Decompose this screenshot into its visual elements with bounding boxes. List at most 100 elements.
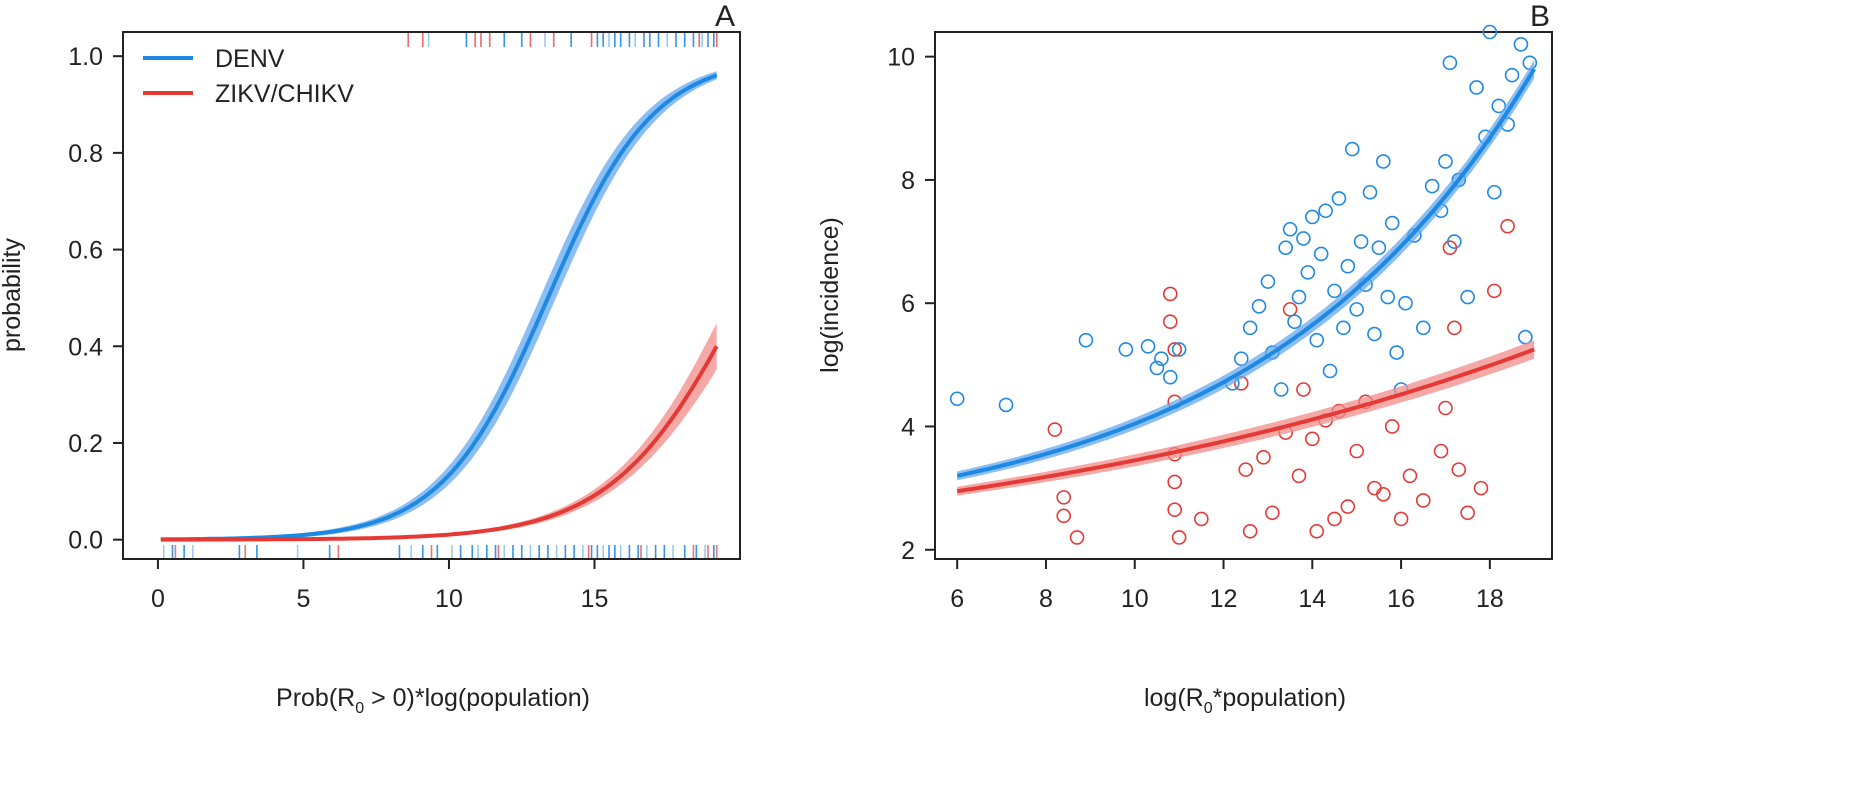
scatter-point-denv [1251, 298, 1267, 314]
scatter-point-zikv [1415, 493, 1431, 508]
panel-a-letter: A [715, 0, 735, 33]
scatter-point-denv [1380, 289, 1396, 305]
scatter-point-denv [1149, 360, 1165, 376]
scatter-point-denv [1482, 24, 1498, 40]
legend-denv-label: DENV [215, 45, 285, 73]
panel-b-x-tick-label: 8 [1039, 585, 1053, 613]
scatter-point-zikv [1486, 283, 1502, 299]
scatter-point-denv [1336, 320, 1351, 336]
scatter-point-zikv [1265, 505, 1280, 521]
scatter-point-denv [998, 397, 1014, 413]
scatter-point-denv [1300, 265, 1316, 280]
panel-b-x-label-sub: 0 [1204, 700, 1213, 717]
panel-b-x-tick-label: 6 [950, 585, 964, 613]
scatter-point-zikv [1296, 382, 1311, 397]
scatter-point-denv [1340, 258, 1356, 274]
panel-b-x-tick-label: 12 [1210, 585, 1238, 613]
scatter-point-denv [1260, 274, 1276, 289]
scatter-point-denv [1171, 342, 1187, 357]
scatter-point-denv [949, 391, 965, 407]
scatter-point-denv [1313, 246, 1329, 262]
scatter-point-denv [1287, 314, 1302, 329]
panel-b-axes: 6 8 10 12 14 16 18 2 4 6 8 10 [887, 44, 1504, 613]
panel-b-x-tick-label: 16 [1387, 585, 1415, 613]
scatter-point-denv [1291, 289, 1307, 305]
scatter-point-zikv [1282, 302, 1298, 317]
scatter-point-zikv [1402, 468, 1418, 484]
zikv-fit-line [956, 347, 1535, 494]
scatter-point-zikv [1162, 286, 1178, 302]
scatter-point-zikv [1069, 530, 1085, 545]
panel-a-x-tick-label: 10 [435, 585, 463, 613]
scatter-point-zikv [1047, 422, 1063, 437]
panel-a-y-tick-label: 0.4 [68, 333, 103, 361]
scatter-point-zikv [1500, 218, 1515, 234]
scatter-point-denv [1282, 221, 1298, 237]
scatter-point-denv [1504, 67, 1520, 83]
scatter-point-zikv [1367, 480, 1382, 496]
scatter-point-denv [1469, 80, 1484, 95]
panel-a-legend: DENV ZIKV/CHIKV [143, 45, 354, 108]
panel-b-y-tick-label: 4 [901, 413, 915, 441]
panel-b-x-axis-label: log(R0*population) [1144, 684, 1346, 717]
scatter-point-denv [1518, 329, 1533, 345]
panel-b-content [949, 24, 1538, 545]
scatter-point-zikv [1167, 342, 1182, 357]
scatter-point-denv [1384, 215, 1400, 231]
scatter-point-zikv [1473, 480, 1489, 496]
scatter-point-denv [1278, 240, 1293, 256]
scatter-point-zikv [1056, 508, 1072, 524]
panel-b-y-tick-label: 2 [901, 537, 915, 565]
panel-a-y-tick-label: 0.6 [68, 237, 103, 265]
scatter-point-denv [1353, 234, 1369, 249]
scatter-point-denv [1376, 154, 1391, 169]
scatter-point-denv [1140, 339, 1156, 354]
scatter-point-zikv [1171, 530, 1187, 545]
scatter-point-denv [1322, 363, 1338, 379]
scatter-point-zikv [1451, 462, 1467, 477]
scatter-point-denv [1233, 351, 1249, 366]
scatter-point-zikv [1393, 511, 1409, 527]
scatter-point-denv [1424, 178, 1440, 194]
panel-b: B 6 8 10 12 14 16 18 2 4 6 8 10 log(incidence) log(… [816, 0, 1553, 717]
panel-a-y-tick-label: 1.0 [68, 43, 103, 71]
scatter-point-denv [1309, 332, 1325, 348]
panel-a-x-label-post: > 0)*log(population) [364, 684, 590, 712]
panel-a-x-axis-label: Prob(R0 > 0)*log(population) [276, 684, 590, 717]
scatter-point-denv [1460, 289, 1475, 305]
panel-a-content [160, 33, 719, 558]
scatter-point-denv [1154, 351, 1169, 366]
scatter-point-denv [1442, 55, 1458, 71]
scatter-point-denv [1371, 240, 1387, 256]
scatter-point-denv [1162, 369, 1178, 385]
scatter-point-zikv [1238, 462, 1254, 477]
scatter-point-denv [1398, 295, 1413, 311]
scatter-point-zikv [1376, 486, 1391, 502]
scatter-point-zikv [1384, 419, 1400, 434]
scatter-point-denv [1447, 234, 1462, 249]
scatter-point-zikv [1194, 511, 1209, 527]
scatter-point-denv [1367, 326, 1382, 342]
panel-a-x-label-sub: 0 [355, 700, 364, 717]
scatter-point-denv [1438, 154, 1453, 169]
panel-a-x-tick-label: 0 [151, 585, 165, 613]
scatter-point-zikv [1349, 443, 1364, 459]
panel-b-y-tick-label: 6 [901, 290, 915, 318]
panel-a-x-label-pre: Prob(R [276, 684, 355, 712]
panel-b-x-label-post: *population) [1213, 684, 1346, 712]
panel-b-x-tick-label: 10 [1121, 585, 1149, 613]
panel-b-y-axis-label: log(incidence) [816, 217, 844, 373]
scatter-point-denv [1296, 231, 1311, 246]
scatter-point-zikv [1433, 443, 1449, 459]
scatter-point-zikv [1162, 314, 1178, 329]
panel-a-x-tick-label: 15 [581, 585, 609, 613]
scatter-point-denv [1273, 382, 1289, 397]
scatter-point-denv [1486, 184, 1502, 200]
scatter-point-denv [1362, 184, 1378, 200]
panel-a-x-tick-label: 5 [296, 585, 310, 613]
scatter-point-denv [1389, 345, 1404, 360]
denv-fit-line [956, 67, 1536, 478]
scatter-point-zikv [1309, 523, 1325, 539]
scatter-point-zikv [1291, 468, 1307, 484]
